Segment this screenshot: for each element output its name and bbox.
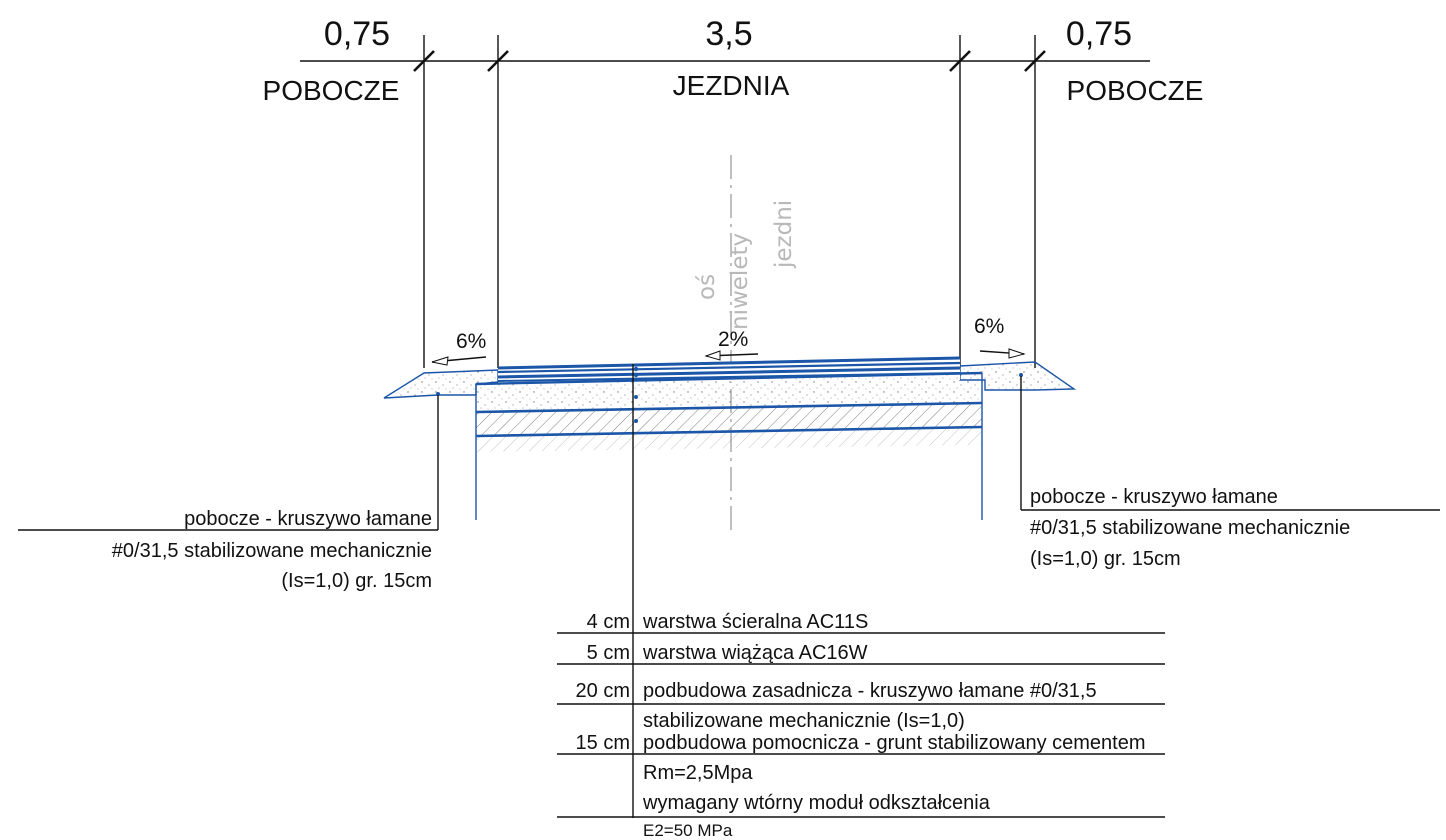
right-note-line3: (Is=1,0) gr. 15cm xyxy=(1030,548,1181,570)
left-note-line2: #0/31,5 stabilizowane mechanicznie xyxy=(112,540,432,562)
right-note-line1: pobocze - kruszywo łamane xyxy=(1030,486,1278,508)
layer-description: podbudowa pomocnicza - grunt stabilizowa… xyxy=(643,732,1146,754)
left-note-line3: (Is=1,0) gr. 15cm xyxy=(281,570,432,592)
dimension-lines xyxy=(300,35,1150,368)
layer-description-cont: Rm=2,5Mpa xyxy=(643,762,753,784)
right-note-line2: #0/31,5 stabilizowane mechanicznie xyxy=(1030,517,1350,539)
right-shoulder-note: pobocze - kruszywo łamane #0/31,5 stabil… xyxy=(1020,376,1440,570)
carriageway-slope: 2% xyxy=(718,328,748,351)
left-shoulder-width: 0,75 xyxy=(324,15,390,53)
slope-arrows xyxy=(431,348,1026,366)
layer-thickness: 4 cm xyxy=(587,611,630,633)
road-axis-label: oś niwelety jezdni xyxy=(694,200,797,330)
axis-label-line3: jezdni xyxy=(771,200,797,269)
pavement-structure xyxy=(383,356,1077,818)
right-shoulder-width: 0,75 xyxy=(1066,15,1132,53)
left-shoulder-note: pobocze - kruszywo łamane #0/31,5 stabil… xyxy=(18,395,439,592)
layer-description: warstwa wiążąca AC16W xyxy=(642,642,868,664)
legend-row-subgrade: wymagany wtórny moduł odkształcenia E2=5… xyxy=(642,792,991,840)
right-shoulder-slope: 6% xyxy=(974,315,1004,338)
right-shoulder-label: POBOCZE xyxy=(1067,75,1204,106)
axis-label-line2: niwelety xyxy=(727,233,753,330)
legend-row-binder-course: 5 cm warstwa wiążąca AC16W xyxy=(587,642,868,664)
legend-row-wearing-course: 4 cm warstwa ścieralna AC11S xyxy=(587,611,869,633)
subgrade-modulus: E2=50 MPa xyxy=(643,821,733,840)
layer-thickness: 20 cm xyxy=(576,680,630,702)
layer-description-cont: stabilizowane mechanicznie (Is=1,0) xyxy=(643,710,965,732)
legend-row-base-course: 20 cm podbudowa zasadnicza - kruszywo ła… xyxy=(576,680,1097,732)
axis-label-line1: oś xyxy=(694,274,720,300)
left-shoulder-label: POBOCZE xyxy=(263,75,400,106)
layer-description: podbudowa zasadnicza - kruszywo łamane #… xyxy=(643,680,1097,702)
carriageway-label: JEZDNIA xyxy=(673,70,790,101)
layer-description: warstwa ścieralna AC11S xyxy=(642,611,868,633)
layer-legend: 4 cm warstwa ścieralna AC11S 5 cm warstw… xyxy=(557,611,1165,840)
layer-thickness: 5 cm xyxy=(587,642,630,664)
legend-row-subbase: 15 cm podbudowa pomocnicza - grunt stabi… xyxy=(576,732,1146,784)
subgrade-requirement: wymagany wtórny moduł odkształcenia xyxy=(642,792,991,814)
left-note-line1: pobocze - kruszywo łamane xyxy=(184,508,432,530)
layer-thickness: 15 cm xyxy=(576,732,630,754)
carriageway-width: 3,5 xyxy=(705,15,752,53)
left-shoulder-slope: 6% xyxy=(456,330,486,353)
